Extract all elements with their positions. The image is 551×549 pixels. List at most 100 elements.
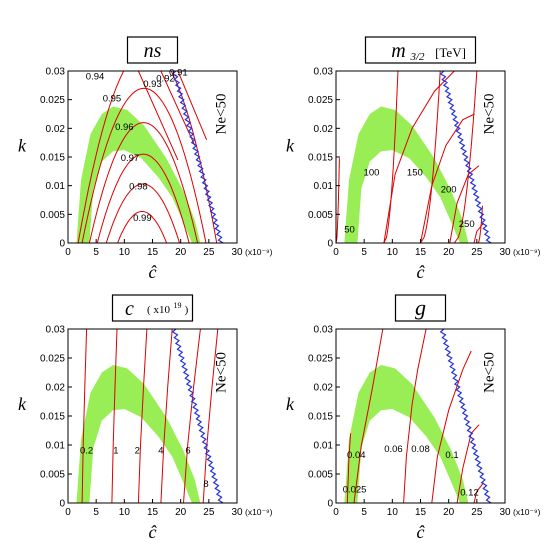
x-tick-label: 30: [231, 247, 243, 258]
title-text: m: [391, 40, 405, 62]
title-unit: [TeV]: [435, 45, 466, 60]
panel-title: g: [394, 294, 447, 322]
contour-value-label: 0.2: [80, 446, 93, 457]
x-tick-label: 5: [361, 247, 367, 258]
y-tick-label: 0.02: [46, 383, 66, 394]
x-tick-label: 0: [65, 247, 71, 258]
y-tick-label: 0.025: [308, 354, 333, 365]
title-box: [111, 294, 194, 322]
contour-line-5: [183, 329, 201, 503]
contour-value-label: 0.1: [445, 450, 458, 461]
x-tick-label: 15: [147, 507, 159, 518]
title-exponent: 19: [174, 301, 182, 310]
panel-2: 0 5 10 15 20 25 30 0 0.005 0.01 0.015 0.02 0.025 0.03…: [286, 36, 541, 282]
ne-boundary-label: Ne<50: [482, 352, 498, 393]
contour-line-7: [137, 71, 179, 161]
contour-value-label: 150: [407, 167, 423, 178]
contour-line-1: [346, 433, 352, 503]
contour-line-5: [456, 424, 480, 503]
contour-line-8: [160, 71, 196, 146]
contour-value-label: 8: [203, 479, 208, 490]
y-tick-label: 0.005: [308, 210, 333, 221]
allowed-band: [344, 106, 469, 243]
contour-line-6: [473, 482, 484, 503]
contour-line-1: [77, 71, 218, 243]
x-multiplier-label: (x10⁻⁹): [513, 247, 541, 257]
x-multiplier-label: (x10⁻⁹): [513, 507, 541, 517]
contour-line-6: [202, 329, 219, 503]
contour-line-8: [449, 165, 480, 243]
contour-line-3: [403, 329, 427, 503]
contour-value-label: 0.97: [121, 153, 140, 164]
allowed-band: [76, 106, 201, 243]
contour-value-label: 0.08: [411, 444, 430, 455]
y-tick-label: 0: [327, 499, 333, 510]
contour-line-3: [137, 329, 148, 503]
title-close-paren: ): [185, 304, 189, 316]
y-tick-label: 0.005: [40, 210, 65, 221]
ne-boundary-line: [439, 329, 492, 503]
contour-line-4: [453, 71, 478, 243]
y-tick-label: 0.03: [46, 67, 66, 78]
title-text: g: [415, 295, 426, 320]
y-tick-label: 0.015: [40, 153, 65, 164]
ne-boundary-line: [171, 329, 224, 503]
panel-1: 0 5 10 15 20 25 30 0 0.005 0.01 0.015 0.02 0.025 0.03…: [18, 36, 273, 282]
x-axis-label: ĉ: [149, 522, 158, 542]
contour-line-6: [383, 71, 455, 243]
panel-title: m 3/2 [TeV]: [364, 36, 477, 64]
y-tick-label: 0.03: [314, 325, 334, 336]
x-tick-label: 25: [471, 247, 483, 258]
y-tick-label: 0.01: [314, 181, 334, 192]
x-tick-label: 10: [387, 247, 399, 258]
x-multiplier-label: (x10⁻⁹): [245, 507, 273, 517]
contour-value-label: 0.04: [347, 450, 366, 461]
title-subscript: 3/2: [409, 51, 425, 63]
panel-3: 0 5 10 15 20 25 30 0 0.005 0.01 0.015 0.02 0.025 0.03…: [18, 294, 273, 542]
y-tick-label: 0.02: [314, 124, 334, 135]
ne-boundary-label: Ne<50: [214, 94, 230, 135]
contour-line-5: [477, 205, 483, 243]
x-tick-label: 30: [499, 507, 511, 518]
panel-title: c ( x10 19): [111, 294, 194, 322]
y-tick-label: 0.03: [46, 325, 66, 336]
x-tick-label: 20: [175, 247, 187, 258]
x-tick-label: 15: [415, 507, 427, 518]
y-tick-label: 0.01: [46, 181, 66, 192]
contour-line-4: [96, 153, 190, 243]
y-tick-label: 0: [59, 239, 65, 250]
contour-line-2: [111, 329, 118, 503]
x-tick-label: 5: [361, 507, 367, 518]
y-tick-label: 0.015: [40, 412, 65, 423]
contour-line-4: [160, 329, 173, 503]
contour-line-5: [105, 183, 180, 243]
contour-value-label: 4: [158, 446, 163, 457]
contour-line-2: [383, 71, 399, 243]
y-axis-label: k: [18, 135, 27, 155]
contour-line-4: [431, 350, 472, 503]
x-tick-label: 30: [499, 247, 511, 258]
x-tick-label: 25: [203, 507, 215, 518]
plot-area: [76, 329, 224, 503]
x-axis-label: ĉ: [417, 522, 426, 542]
title-box: [126, 36, 179, 64]
y-tick-label: 0.015: [308, 153, 333, 164]
contour-value-label: 0.96: [115, 122, 134, 133]
y-axis-label: k: [286, 135, 295, 155]
x-tick-label: 5: [93, 247, 99, 258]
x-tick-label: 10: [119, 247, 131, 258]
plot-area: [344, 329, 492, 503]
ne-boundary-line: [171, 71, 224, 243]
contour-value-label: 6: [185, 446, 190, 457]
title-box: [394, 294, 447, 322]
contour-value-label: 200: [441, 185, 457, 196]
x-tick-label: 25: [203, 247, 215, 258]
contour-value-label: 50: [344, 225, 355, 236]
x-tick-label: 15: [415, 247, 427, 258]
x-tick-label: 20: [443, 507, 455, 518]
x-tick-label: 0: [65, 507, 71, 518]
contour-line-1: [81, 329, 88, 503]
contour-value-label: 0.92: [156, 73, 175, 84]
contour-value-label: 0.99: [133, 213, 152, 224]
